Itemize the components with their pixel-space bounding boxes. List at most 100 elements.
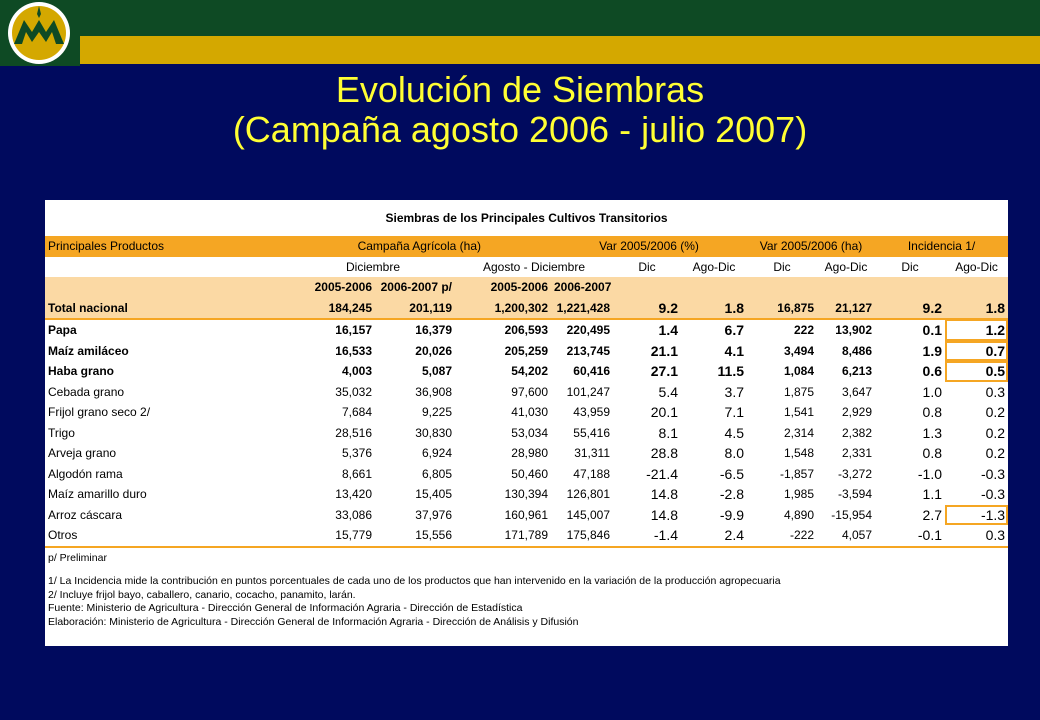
table-cell: 2,929 xyxy=(841,405,872,420)
table-cell: 1.1 xyxy=(922,486,942,503)
footnotes: p/ Preliminar 1/ La Incidencia mide la co… xyxy=(45,548,1008,630)
total-cell: 16,875 xyxy=(747,297,817,319)
table-cell: 41,030 xyxy=(511,405,548,420)
ministry-logo-icon xyxy=(0,0,80,66)
table-cell: 1.2 xyxy=(945,318,1009,341)
table-cell: 5,087 xyxy=(421,364,452,379)
col-products: Principales Productos xyxy=(45,236,223,257)
table-cell: 8,486 xyxy=(841,343,872,358)
table-cell: 1.3 xyxy=(922,424,942,441)
table-cell: 43,959 xyxy=(573,405,610,420)
header-row-3: 2005-2006 2006-2007 p/ 2005-2006 2006-20… xyxy=(45,277,1009,298)
total-cell: 1.8 xyxy=(945,297,1009,319)
total-cell: 1,200,302 xyxy=(455,297,551,319)
table-row: Maíz amarillo duro 13,420 15,405 130,394 126… xyxy=(45,484,1008,505)
table-cell: 160,961 xyxy=(504,507,548,522)
table-cell: 54,202 xyxy=(511,364,548,379)
table-cell: -0.1 xyxy=(917,527,942,544)
product-name: Arveja grano xyxy=(48,446,117,461)
table-cell: 16,379 xyxy=(375,318,455,341)
table-heading: Siembras de los Principales Cultivos Tra… xyxy=(385,211,668,225)
table-cell: 14.8 xyxy=(650,486,678,503)
total-cell: 9.2 xyxy=(875,297,945,319)
table-cell: 4.5 xyxy=(724,424,744,441)
total-cell: 184,245 xyxy=(291,297,375,319)
table-cell: 8,661 xyxy=(341,466,372,481)
table-cell: 0.7 xyxy=(945,340,1009,361)
table-cell: 4.1 xyxy=(724,342,744,359)
table-cell: 30,830 xyxy=(415,425,452,440)
table-cell: 1,541 xyxy=(783,405,814,420)
table-cell: -6.5 xyxy=(719,465,744,482)
table-cell: 206,593 xyxy=(455,318,551,341)
table-cell: -15,954 xyxy=(831,507,872,522)
top-banner-gold xyxy=(0,36,1040,64)
table-cell: 33,086 xyxy=(335,507,372,522)
table-cell: 0.3 xyxy=(985,527,1006,544)
table-cell: 0.6 xyxy=(922,363,942,380)
col-var-ha-agodic: Ago-Dic xyxy=(824,259,868,274)
total-cell: 1.8 xyxy=(681,297,747,319)
table-cell: 0.5 xyxy=(945,361,1009,382)
table-cell: 1.4 xyxy=(613,318,681,341)
col-year-1: 2005-2006 xyxy=(291,277,375,298)
total-cell: 201,119 xyxy=(375,297,455,319)
title-line-1: Evolución de Siembras xyxy=(335,69,705,110)
footnote-line: 2/ Incluye frijol bayo, caballero, canar… xyxy=(48,588,356,601)
table-cell: 20.1 xyxy=(650,404,678,421)
product-name: Maíz amarillo duro xyxy=(48,487,147,502)
table-cell: 53,034 xyxy=(511,425,548,440)
table-cell: 3.7 xyxy=(724,383,744,400)
table-cell: 28,516 xyxy=(335,425,372,440)
table-cell: -1.0 xyxy=(917,465,942,482)
table-cell: 3,494 xyxy=(783,343,814,358)
table-cell: 47,188 xyxy=(573,466,610,481)
table-cell: 1,985 xyxy=(783,487,814,502)
table-cell: -1,857 xyxy=(779,466,814,481)
table-cell: 2,382 xyxy=(841,425,872,440)
table-cell: 37,976 xyxy=(415,507,452,522)
table-cell: 16,157 xyxy=(291,318,375,341)
page-title: Evolución de Siembras (Campaña agosto 20… xyxy=(0,70,1040,150)
table-cell: 1,875 xyxy=(783,384,814,399)
product-name: Frijol grano seco 2/ xyxy=(48,405,151,420)
col-year-2: 2006-2007 p/ xyxy=(375,277,455,298)
table-row: Maíz amiláceo 16,533 20,026 205,259 213,745 2… xyxy=(45,340,1009,361)
table-cell: -1.3 xyxy=(945,504,1009,525)
table-cell: 171,789 xyxy=(504,528,548,543)
table-cell: 15,405 xyxy=(415,487,452,502)
product-name: Haba grano xyxy=(48,364,115,379)
total-cell: 21,127 xyxy=(817,297,875,319)
col-var-pct-dic: Dic xyxy=(638,259,656,274)
col-incidence: Incidencia 1/ xyxy=(875,236,1009,257)
table-cell: 6.7 xyxy=(681,318,747,341)
crops-table: Siembras de los Principales Cultivos Tra… xyxy=(45,200,1009,548)
table-cell: 4,003 xyxy=(341,364,372,379)
table-cell: 28,980 xyxy=(511,446,548,461)
table-cell: 213,745 xyxy=(566,343,610,358)
header-row-1: Principales Productos Campaña Agrícola (… xyxy=(45,236,1009,257)
col-year-4: 2006-2007 p/ xyxy=(551,277,613,298)
table-cell: 7.1 xyxy=(724,404,744,421)
table-cell: 6,213 xyxy=(841,364,872,379)
product-name: Algodón rama xyxy=(48,466,123,481)
table-row: Cebada grano 35,032 36,908 97,600 101,247 5.4… xyxy=(45,382,1008,403)
table-cell: 15,556 xyxy=(415,528,452,543)
table-cell: 6,805 xyxy=(421,466,452,481)
table-cell: 15,779 xyxy=(335,528,372,543)
table-cell: 21.1 xyxy=(650,342,678,359)
total-cell: 9.2 xyxy=(613,297,681,319)
table-row: Arveja grano 5,376 6,924 28,980 31,311 28.8 8.… xyxy=(45,443,1008,464)
col-campaign: Campaña Agrícola (ha) xyxy=(223,236,551,257)
product-name: Maíz amiláceo xyxy=(48,343,129,358)
total-label: Total nacional xyxy=(45,297,223,319)
title-line-2: (Campaña agosto 2006 - julio 2007) xyxy=(232,109,808,150)
col-var-ha: Var 2005/2006 (ha) xyxy=(747,236,875,257)
table-cell: 50,460 xyxy=(511,466,548,481)
header-row-2: Diciembre Agosto - Diciembre Dic Ago-Dic… xyxy=(45,257,1008,278)
table-cell: 145,007 xyxy=(566,507,610,522)
table-cell: -0.3 xyxy=(980,486,1006,503)
table-cell: 126,801 xyxy=(566,487,610,502)
table-cell: 27.1 xyxy=(650,363,678,380)
table-cell: 2.4 xyxy=(724,527,744,544)
